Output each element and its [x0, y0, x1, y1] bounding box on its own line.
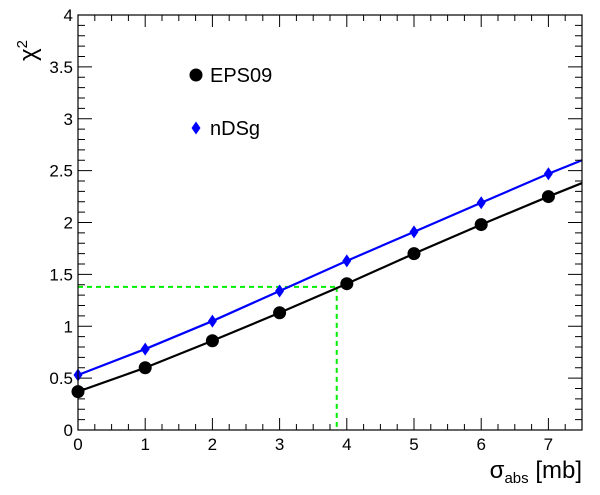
y-tick-label: 0.5 [49, 369, 73, 388]
legend-label-eps09: EPS09 [210, 65, 272, 87]
ticks [77, 14, 583, 431]
data-point [407, 247, 421, 261]
y-tick-label: 2.5 [49, 162, 73, 181]
data-point [541, 190, 555, 204]
plot-border [77, 14, 583, 431]
x-tick-label: 2 [208, 435, 217, 454]
data-point [476, 196, 486, 210]
y-tick-label: 4 [64, 6, 73, 25]
data-point [138, 361, 152, 375]
legend-marker-eps09 [189, 68, 203, 82]
y-tick-label: 2 [64, 214, 73, 233]
y-tick-label: 3 [64, 110, 73, 129]
series-line [77, 159, 583, 377]
data-point [140, 342, 150, 356]
y-tick-label: 3.5 [49, 58, 73, 77]
data-point [273, 306, 287, 320]
y-tick-label: 0 [64, 421, 73, 440]
tick-labels: 0 1 2 3 4 5 6 7 0 0.5 1 1.5 2 2.5 3 3.5 4 [49, 6, 553, 454]
legend: EPS09 nDSg [189, 65, 272, 140]
x-tick-label: 3 [275, 435, 284, 454]
y-tick-label: 1.5 [49, 265, 73, 284]
legend-marker-ndsg [191, 121, 201, 135]
x-axis-title: σabs [mb] [490, 457, 582, 487]
y-tick-label: 1 [64, 317, 73, 336]
x-tick-label: 7 [544, 435, 553, 454]
data-point [342, 254, 352, 268]
plot-frame [77, 14, 583, 431]
series-layer [71, 159, 583, 399]
data-point [205, 334, 219, 348]
series-ndsg [73, 159, 583, 382]
x-tick-label: 4 [342, 435, 351, 454]
series-eps09 [71, 182, 583, 399]
legend-label-ndsg: nDSg [210, 118, 260, 140]
x-tick-label: 5 [409, 435, 418, 454]
data-point [275, 284, 285, 298]
x-tick-label: 1 [140, 435, 149, 454]
data-point [340, 277, 354, 291]
data-point [474, 218, 488, 232]
y-axis-title: χ2 [14, 40, 42, 61]
data-point [409, 225, 419, 239]
x-tick-label: 6 [476, 435, 485, 454]
data-point [543, 167, 553, 181]
x-tick-label: 0 [73, 435, 82, 454]
data-point [207, 314, 217, 328]
reference-lines [78, 285, 338, 430]
